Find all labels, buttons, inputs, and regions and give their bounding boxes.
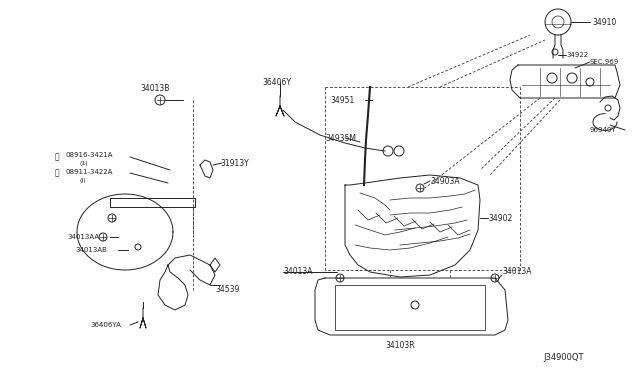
Text: 08911-3422A: 08911-3422A — [66, 169, 113, 175]
Text: Ⓝ: Ⓝ — [55, 153, 60, 161]
Text: 34013AA: 34013AA — [67, 234, 99, 240]
Text: 36406Y: 36406Y — [262, 77, 291, 87]
Text: 34103R: 34103R — [385, 340, 415, 350]
Text: 34013AB: 34013AB — [75, 247, 107, 253]
Text: 34013A: 34013A — [502, 267, 531, 276]
Text: (J): (J) — [80, 177, 86, 183]
Text: 34539: 34539 — [215, 285, 239, 295]
Text: Ⓝ: Ⓝ — [55, 169, 60, 177]
Text: (1): (1) — [80, 160, 88, 166]
Text: 34903A: 34903A — [430, 176, 460, 186]
Text: 34935M: 34935M — [325, 134, 356, 142]
Text: 36406YA: 36406YA — [90, 322, 121, 328]
Text: 31913Y: 31913Y — [220, 158, 249, 167]
Text: 34951: 34951 — [330, 96, 355, 105]
Bar — [335, 285, 485, 330]
Text: 34013A: 34013A — [283, 267, 312, 276]
Text: 34910: 34910 — [592, 17, 616, 26]
Text: J34900QT: J34900QT — [543, 353, 584, 362]
Text: 34902: 34902 — [488, 214, 512, 222]
Text: SEC.969: SEC.969 — [590, 59, 620, 65]
Text: 08916-3421A: 08916-3421A — [66, 152, 113, 158]
Text: 96940Y: 96940Y — [590, 127, 616, 133]
Text: 34922: 34922 — [566, 52, 588, 58]
Text: 34013B: 34013B — [140, 83, 170, 93]
